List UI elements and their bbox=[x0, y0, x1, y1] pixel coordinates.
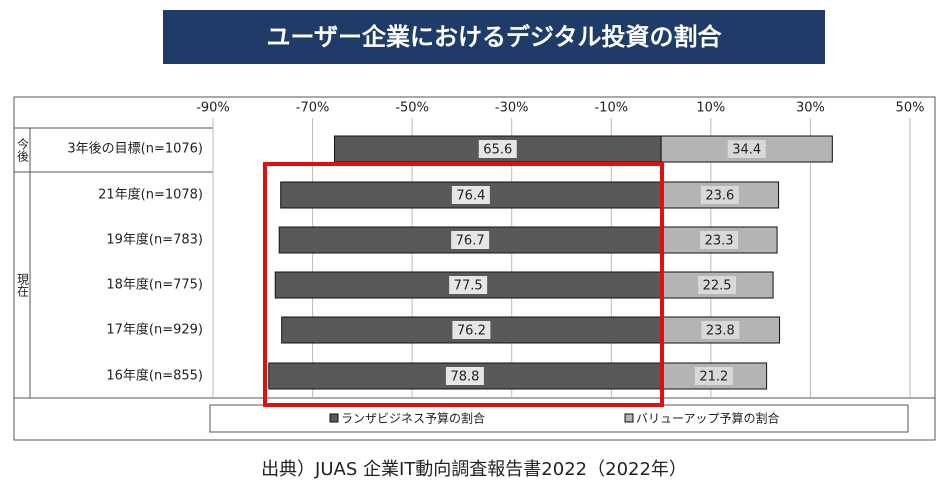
legend-label: ランザビジネス予算の割合 bbox=[341, 411, 485, 426]
data-label: 34.4 bbox=[732, 143, 761, 158]
y-tick-label: 18年度(n=775) bbox=[106, 277, 203, 293]
highlight-box bbox=[263, 162, 664, 407]
label-bg bbox=[700, 186, 739, 204]
legend bbox=[209, 404, 909, 433]
x-tick-label: 10% bbox=[696, 101, 725, 116]
label-bg bbox=[700, 231, 739, 249]
data-label: 77.5 bbox=[454, 279, 483, 294]
label-bg bbox=[452, 321, 491, 339]
source-note: 出典）JUAS 企業IT動向調査報告書2022（2022年） bbox=[261, 459, 687, 480]
data-label: 78.8 bbox=[450, 370, 479, 385]
label-bg bbox=[445, 367, 484, 385]
y-tick-label: 19年度(n=783) bbox=[106, 232, 203, 248]
label-bg bbox=[451, 186, 490, 204]
label-bg bbox=[694, 367, 733, 385]
legend-swatch bbox=[329, 413, 339, 423]
y-tick-label: 17年度(n=929) bbox=[106, 322, 203, 338]
y-tick-label: 3年後の目標(n=1076) bbox=[67, 142, 203, 157]
chart-title: ユーザー企業におけるデジタル投資の割合 bbox=[266, 23, 722, 51]
label-bg bbox=[701, 321, 740, 339]
x-tick-label: -90% bbox=[196, 101, 230, 116]
y-tick-label: 16年度(n=855) bbox=[106, 368, 203, 384]
group-label: 今後 bbox=[16, 137, 30, 162]
data-label: 23.8 bbox=[706, 324, 735, 339]
label-bg bbox=[449, 276, 488, 294]
label-bg bbox=[727, 140, 766, 158]
legend-label: バリューアップ予算の割合 bbox=[636, 411, 780, 426]
data-label: 65.6 bbox=[483, 143, 512, 158]
y-tick-label: 21年度(n=1078) bbox=[98, 187, 203, 203]
label-bg bbox=[451, 231, 490, 249]
label-bg bbox=[478, 140, 517, 158]
group-label: 現在 bbox=[16, 273, 30, 297]
title-banner bbox=[163, 10, 825, 64]
data-label: 76.2 bbox=[457, 324, 486, 339]
data-label: 76.4 bbox=[456, 189, 485, 204]
data-label: 76.7 bbox=[456, 234, 485, 249]
data-label: 23.6 bbox=[705, 189, 734, 204]
x-tick-label: 50% bbox=[896, 101, 925, 116]
x-tick-label: 30% bbox=[796, 101, 825, 116]
data-label: 23.3 bbox=[705, 234, 734, 249]
legend-swatch bbox=[624, 413, 634, 423]
label-bg bbox=[698, 276, 737, 294]
x-tick-label: -70% bbox=[296, 101, 330, 116]
data-label: 22.5 bbox=[703, 279, 732, 294]
x-tick-label: -50% bbox=[395, 101, 429, 116]
x-tick-label: -30% bbox=[495, 101, 529, 116]
x-tick-label: -10% bbox=[594, 101, 628, 116]
label-frame bbox=[13, 127, 214, 399]
data-label: 21.2 bbox=[699, 370, 728, 385]
